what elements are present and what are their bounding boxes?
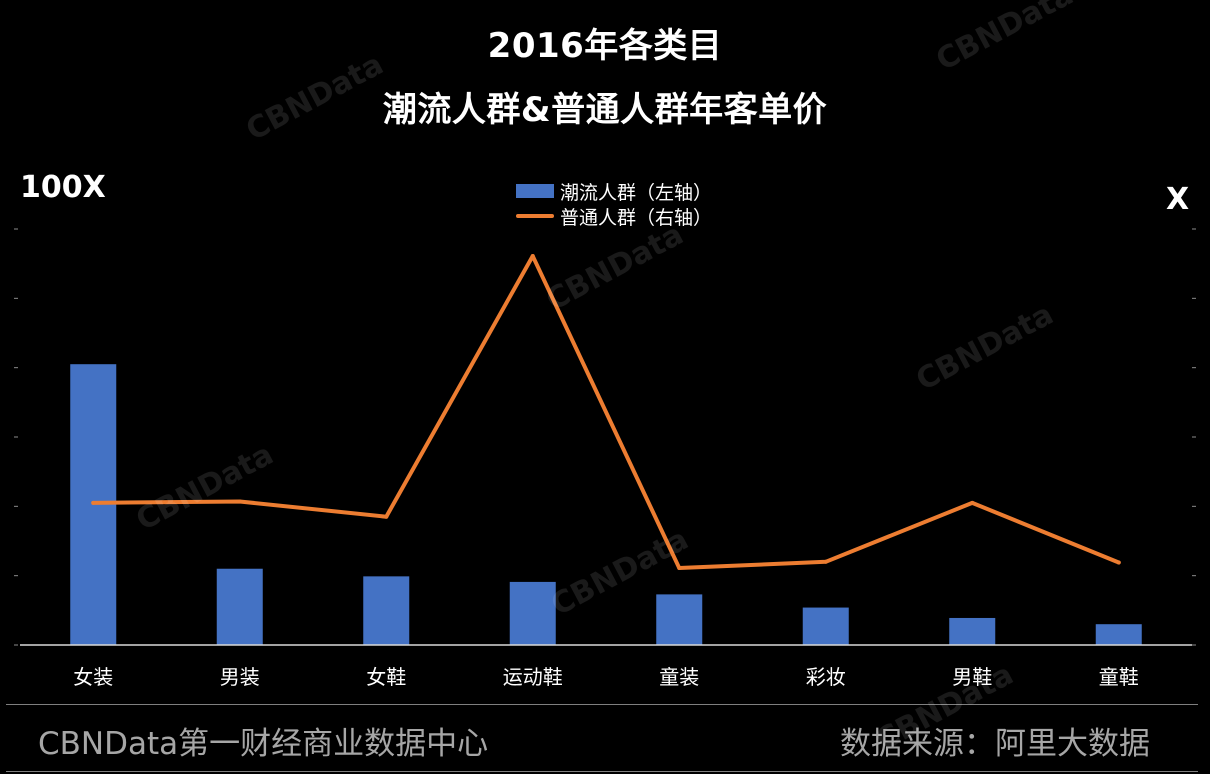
footer-source: 数据来源：阿里大数据 — [840, 726, 1150, 762]
line-point-男鞋 — [970, 500, 975, 505]
x-tick-label: 彩妆 — [806, 665, 846, 689]
legend-bar-label: 潮流人群（左轴） — [560, 181, 713, 204]
x-tick-label: 童鞋 — [1099, 665, 1139, 689]
bar-男装 — [216, 568, 263, 645]
footer-divider-top — [6, 704, 1198, 705]
x-tick-label: 女装 — [73, 665, 113, 689]
x-tick-label: 运动鞋 — [503, 665, 563, 689]
legend-item-bar: 潮流人群（左轴） — [516, 180, 713, 204]
line-series-normal — [91, 254, 1121, 571]
legend-item-line: 普通人群（右轴） — [516, 205, 713, 229]
bar-彩妆 — [802, 607, 849, 645]
chart-title-line2: 潮流人群&普通人群年客单价 — [382, 90, 828, 130]
legend-line-label: 普通人群（右轴） — [560, 206, 713, 229]
line-point-男装 — [237, 499, 242, 504]
x-tick-label: 男鞋 — [952, 665, 992, 689]
right-axis-unit: X — [1166, 182, 1190, 217]
left-axis-unit: 100X — [20, 170, 106, 205]
bar-男鞋 — [949, 617, 996, 645]
line-point-女装 — [91, 500, 96, 505]
chart-title-line1: 2016年各类目 — [487, 26, 723, 66]
x-tick-label: 童装 — [659, 665, 699, 689]
bar-童装 — [656, 594, 703, 645]
bar-运动鞋 — [509, 581, 556, 645]
line-point-运动鞋 — [530, 254, 535, 259]
x-tick-label: 男装 — [220, 665, 260, 689]
bar-童鞋 — [1095, 624, 1142, 645]
x-tick-label: 女鞋 — [366, 665, 406, 689]
legend-line-swatch — [516, 214, 554, 218]
legend-bar-swatch — [516, 184, 554, 198]
line-point-童鞋 — [1116, 560, 1121, 565]
line-point-童装 — [677, 566, 682, 571]
line-point-女鞋 — [384, 514, 389, 519]
footer-divider-bottom — [6, 771, 1198, 772]
bar-女鞋 — [363, 576, 410, 645]
line-point-彩妆 — [823, 559, 828, 564]
footer-brand: CBNData第一财经商业数据中心 — [38, 726, 489, 762]
